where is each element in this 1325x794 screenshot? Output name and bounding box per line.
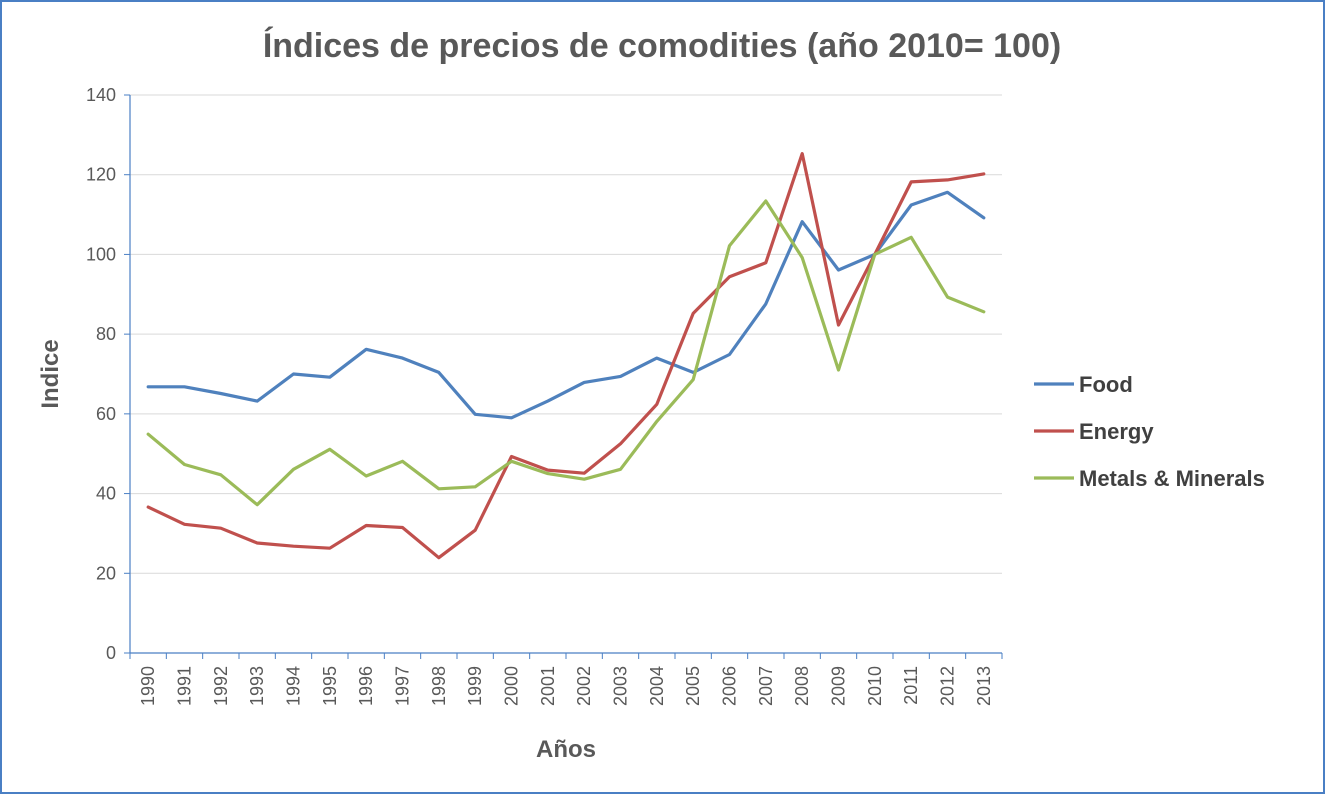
x-tick-label: 2005 — [683, 666, 703, 706]
legend: Food Energy Metals & Minerals — [1034, 372, 1265, 491]
x-tick-label: 2012 — [938, 666, 958, 706]
y-tick-label: 40 — [96, 484, 116, 504]
x-tick-label: 2003 — [611, 666, 631, 706]
legend-label: Metals & Minerals — [1079, 466, 1265, 491]
x-tick-label: 2011 — [901, 666, 921, 705]
x-tick-label: 2006 — [720, 666, 740, 706]
x-tick-label: 1998 — [429, 666, 449, 706]
x-tick-label: 2000 — [502, 666, 522, 706]
legend-label: Food — [1079, 372, 1133, 397]
y-axis-title: Indice — [37, 339, 64, 408]
legend-label: Energy — [1079, 419, 1154, 444]
x-tick-label: 2007 — [756, 666, 776, 706]
x-tick-label: 2002 — [574, 666, 594, 706]
series-line-energy — [146, 152, 986, 560]
x-tick-label: 2001 — [538, 666, 558, 706]
x-tick-label: 2013 — [974, 666, 994, 706]
y-tick-label: 80 — [96, 324, 116, 344]
x-tick-label: 1990 — [138, 666, 158, 706]
x-tick-label: 1992 — [211, 666, 231, 706]
y-tick-label: 20 — [96, 563, 116, 583]
x-tick-label: 2009 — [829, 666, 849, 706]
y-tick-label: 60 — [96, 404, 116, 424]
y-tick-label: 120 — [86, 165, 116, 185]
x-axis-ticks: 1990 1991 1992 1993 1994 1995 1996 1997 1998 1999… — [129, 653, 1003, 706]
series-line-food — [146, 190, 986, 420]
x-tick-label: 2004 — [647, 666, 667, 706]
x-tick-label: 2010 — [865, 666, 885, 706]
series-lines — [146, 152, 986, 560]
x-tick-label: 1995 — [320, 666, 340, 706]
x-tick-label: 1993 — [247, 666, 267, 706]
x-tick-label: 1994 — [284, 666, 304, 706]
x-tick-label: 1999 — [465, 666, 485, 706]
x-tick-label: 2008 — [792, 666, 812, 706]
axes — [129, 95, 1002, 654]
y-tick-label: 100 — [86, 244, 116, 264]
y-tick-label: 140 — [86, 85, 116, 105]
x-tick-label: 1991 — [175, 666, 195, 706]
x-axis-title: Años — [536, 736, 596, 763]
chart-title: Índices de precios de comodities (año 20… — [263, 27, 1061, 65]
y-tick-label: 0 — [106, 643, 116, 663]
series-line-metals-minerals — [146, 199, 986, 507]
gridlines — [130, 94, 1002, 574]
y-axis-ticks: 0 20 40 60 80 100 120 140 — [86, 85, 130, 663]
x-tick-label: 1996 — [356, 666, 376, 706]
x-tick-label: 1997 — [393, 666, 413, 706]
